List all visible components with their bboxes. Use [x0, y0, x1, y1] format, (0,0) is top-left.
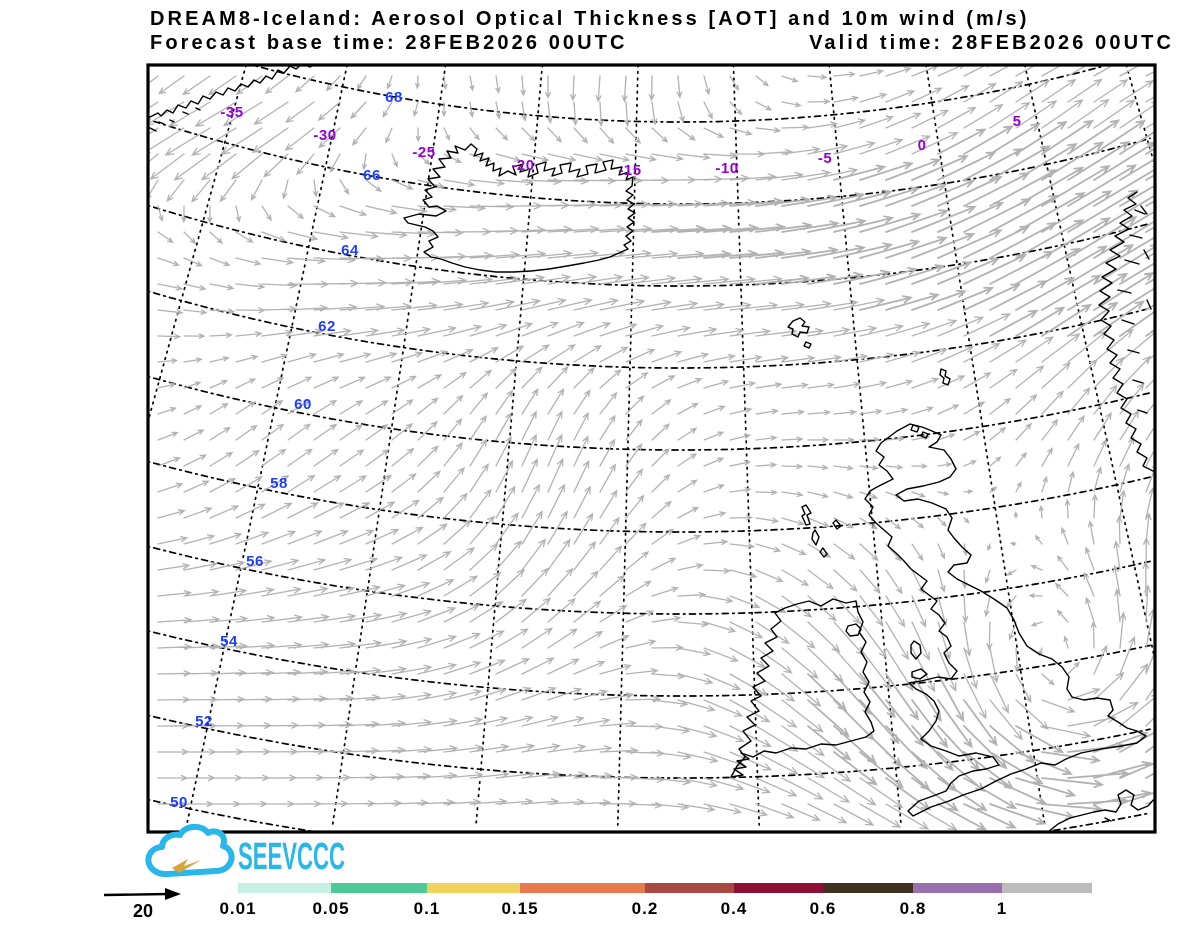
colorbar-tick-label: 0.05 [312, 899, 349, 918]
longitude-labels: -35 -30 -25 -20 -15 -10 -5 0 5 [220, 104, 1021, 179]
lon-label: 0 [918, 137, 927, 154]
logo-text: SEEVCCC [238, 836, 345, 878]
lat-label: 66 [363, 167, 381, 184]
colorbar-segment [823, 883, 913, 893]
colorbar-tick-label: 0.6 [810, 899, 837, 918]
coastline-greenland [149, 66, 403, 119]
lat-label: 54 [220, 633, 238, 650]
colorbar-tick-label: 0.2 [632, 899, 659, 918]
colorbar-tick-label: 0.4 [721, 899, 748, 918]
colorbar-tick-label: 0.1 [414, 899, 441, 918]
coastline-anglesey [911, 668, 928, 680]
lat-label: 58 [270, 475, 288, 492]
map-border [146, 63, 1157, 834]
lon-label: -35 [220, 104, 243, 121]
meridian-lines [149, 66, 1154, 826]
page-title: DREAM8-Iceland: Aerosol Optical Thicknes… [150, 8, 1030, 30]
lat-label: 56 [246, 553, 264, 570]
lon-label: -25 [412, 144, 435, 161]
colorbar-segment [734, 883, 823, 893]
coastline-faroe-islands [787, 317, 812, 349]
coastline-lough-neagh [845, 623, 862, 637]
colorbar-segment [1002, 883, 1092, 893]
seevccc-logo: SEEVCCC [145, 823, 345, 878]
wind-vector-field [149, 66, 1154, 831]
forecast-base-time: Forecast base time: 28FEB2026 00UTC [150, 32, 628, 54]
latitude-labels: 68 66 64 62 60 58 56 54 52 50 [170, 89, 403, 811]
time-line: Forecast base time: 28FEB2026 00UTC Vali… [150, 32, 1174, 55]
coastline-ireland [730, 598, 875, 778]
coastline-iceland [403, 143, 636, 273]
colorbar-tick-label: 0.15 [501, 899, 538, 918]
coastline-shetland [939, 368, 951, 386]
parallel-lines [149, 66, 1151, 831]
lon-label: -10 [715, 160, 738, 177]
colorbar-segment [427, 883, 520, 893]
cloud-icon [145, 823, 235, 878]
wind-arrows-strong [651, 119, 1154, 831]
colorbar-segment [331, 883, 427, 893]
chart-titles: DREAM8-Iceland: Aerosol Optical Thicknes… [150, 8, 1174, 55]
coastline-hebrides [801, 504, 842, 558]
lon-label: -15 [618, 162, 641, 179]
reference-arrow-head [165, 888, 181, 900]
wind-arrows-light [149, 66, 1154, 831]
aot-colorbar: 0.01 0.05 0.1 0.15 0.2 0.4 0.6 0.8 1 [219, 883, 1092, 918]
lat-label: 68 [385, 89, 403, 106]
coastlines [149, 66, 1154, 831]
wind-reference-scale: 20 [103, 888, 181, 921]
lon-label: -5 [818, 150, 832, 167]
coastline-france [1048, 789, 1154, 831]
lon-label: -20 [511, 157, 534, 174]
lat-label: 64 [341, 242, 359, 259]
colorbar-tick-label: 0.01 [219, 899, 256, 918]
coastline-norway-fjords [1117, 205, 1152, 414]
lat-label: 50 [170, 794, 188, 811]
coastline-isle-of-man [910, 640, 922, 660]
lon-label: 5 [1013, 113, 1022, 130]
lat-label: 60 [294, 396, 312, 413]
colorbar-segment [238, 883, 331, 893]
lat-label: 62 [318, 318, 336, 335]
reference-arrow-shaft [103, 892, 169, 897]
colorbar-segment [913, 883, 1002, 893]
lat-label: 52 [195, 713, 213, 730]
reference-arrow-value: 20 [133, 901, 153, 921]
coastline-greenland-islets [149, 107, 201, 132]
colorbar-tick-label: 0.8 [900, 899, 927, 918]
valid-time: Valid time: 28FEB2026 00UTC [809, 32, 1174, 54]
lon-label: -30 [313, 127, 336, 144]
colorbar-segment [645, 883, 734, 893]
coastline-norway [1098, 191, 1154, 473]
colorbar-segment [520, 883, 645, 893]
logo-arrow-icon [172, 859, 201, 873]
coastline-great-britain [864, 423, 1147, 817]
colorbar-tick-label: 1 [997, 899, 1007, 918]
